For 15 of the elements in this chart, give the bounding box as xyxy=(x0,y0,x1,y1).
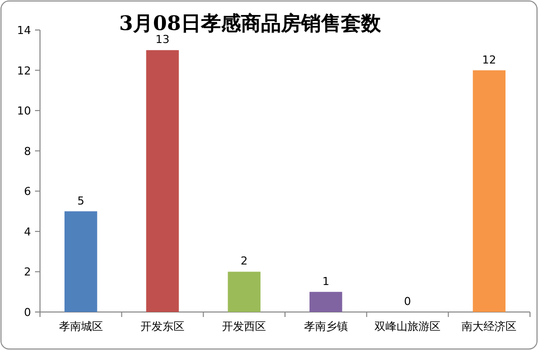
y-tick-label: 0 xyxy=(24,306,31,319)
x-tick-label: 双峰山旅游区 xyxy=(374,320,440,333)
x-tick-label: 南大经济区 xyxy=(462,320,517,333)
y-tick-label: 8 xyxy=(24,144,31,158)
x-tick-label: 孝南乡镇 xyxy=(304,320,348,333)
y-tick-label: 6 xyxy=(24,185,31,198)
y-tick-label: 2 xyxy=(24,266,31,279)
title: 3月08日孝感商品房销售套数 xyxy=(119,11,381,35)
y-tick-label: 14 xyxy=(17,24,31,37)
x-tick-label: 开发西区 xyxy=(222,320,266,333)
x-tick-label: 开发东区 xyxy=(140,320,184,333)
y-tick-label: 4 xyxy=(24,225,31,238)
x-tick-label: 孝南城区 xyxy=(58,320,103,333)
y-tick-label: 10 xyxy=(17,104,31,118)
y-tick-label: 12 xyxy=(17,64,31,78)
